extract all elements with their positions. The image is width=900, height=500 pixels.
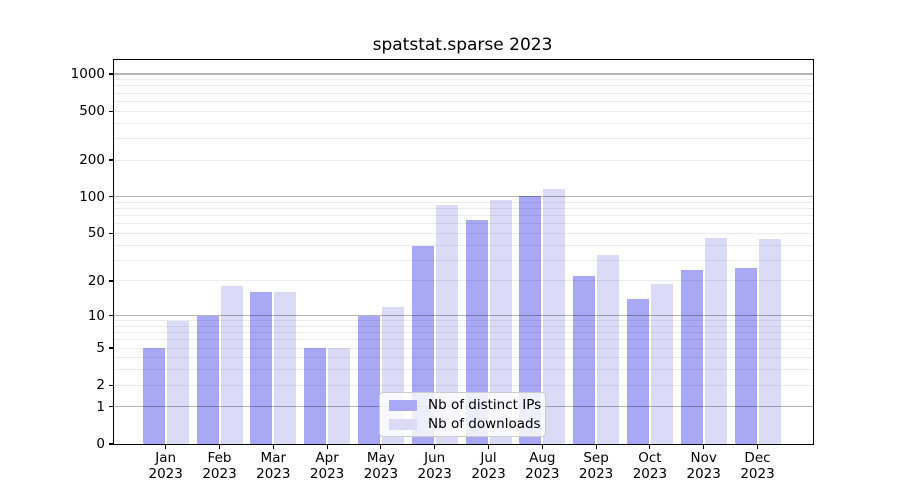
legend-swatch-distinct-ips [389,399,417,411]
bar-nb-of-distinct-ips-feb-2023 [196,315,219,444]
bar-nb-of-distinct-ips-jul-2023 [465,219,488,444]
minor-gridline-500 [114,110,813,112]
legend-row-distinct-ips: Nb of distinct IPs [380,397,545,413]
x-tick-label-jun-2023: Jun 2023 [417,450,452,482]
y-tick-label-100: 100 [79,188,105,205]
x-tick-label-nov-2023: Nov 2023 [686,450,721,482]
x-tick-label-oct-2023: Oct 2023 [632,450,668,482]
bar-nb-of-downloads-sep-2023 [597,255,620,444]
bar-nb-of-downloads-nov-2023 [704,237,727,444]
legend-label-downloads: Nb of downloads [428,416,541,432]
x-tick-label-dec-2023: Dec 2023 [740,450,775,482]
bar-nb-of-distinct-ips-may-2023 [357,315,380,444]
bar-nb-of-distinct-ips-aug-2023 [519,195,542,444]
y-tick-100 [109,196,114,198]
y-tick-label-1000: 1000 [70,66,105,83]
minor-gridline-80 [114,208,813,210]
bar-nb-of-distinct-ips-sep-2023 [573,276,596,444]
x-tick-jul-2023 [487,444,490,449]
minor-gridline-200 [114,159,813,161]
x-tick-nov-2023 [703,444,705,449]
bar-nb-of-distinct-ips-nov-2023 [680,269,703,444]
y-tick-label-20: 20 [87,272,105,289]
x-tick-label-jan-2023: Jan 2023 [148,450,183,482]
bar-nb-of-downloads-feb-2023 [220,286,243,444]
bar-nb-of-downloads-jan-2023 [166,320,189,444]
x-tick-may-2023 [380,444,382,449]
bar-nb-of-distinct-ips-oct-2023 [626,298,649,444]
bar-nb-of-distinct-ips-dec-2023 [734,267,757,444]
y-tick-50 [109,232,114,235]
y-tick-label-0: 0 [96,436,105,452]
y-tick-label-500: 500 [79,103,105,120]
x-tick-dec-2023 [756,444,759,449]
plot-area: 0 1 2 5 10 20 50 100 200 500 1000 Jan 2023 Feb 2023 M… [71,59,814,481]
x-tick-label-sep-2023: Sep 2023 [578,450,614,482]
chart-title: spatstat.sparse 2023 [372,35,553,55]
bar-nb-of-distinct-ips-jan-2023 [142,348,165,444]
minor-gridline-400 [114,122,813,124]
x-tick-label-jul-2023: Jul 2023 [471,450,506,482]
y-tick-200 [109,159,114,161]
bar-nb-of-downloads-apr-2023 [328,348,351,444]
minor-gridline-900 [114,79,813,81]
major-gridline-1000 [114,73,813,75]
y-tick-500 [109,110,114,112]
bar-nb-of-distinct-ips-mar-2023 [250,292,273,444]
bar-nb-of-downloads-jun-2023 [435,205,458,444]
y-tick-1 [109,406,114,408]
y-tick-label-5: 5 [96,340,105,357]
legend-row-downloads: Nb of downloads [380,416,545,432]
y-tick-20 [109,280,114,282]
major-gridline-100 [114,196,813,198]
x-tick-label-may-2023: May 2023 [363,450,399,482]
x-tick-label-aug-2023: Aug 2023 [525,450,560,482]
bar-nb-of-downloads-aug-2023 [543,189,566,444]
y-tick-label-1: 1 [96,398,105,415]
y-tick-0 [109,443,114,445]
y-tick-label-2: 2 [96,377,105,394]
bar-nb-of-downloads-oct-2023 [650,283,673,444]
minor-gridline-60 [114,223,813,225]
x-tick-jun-2023 [434,444,436,449]
x-tick-label-mar-2023: Mar 2023 [256,450,291,482]
y-tick-1000 [109,73,114,75]
bar-nb-of-downloads-jul-2023 [489,199,512,444]
minor-gridline-600 [114,100,813,102]
y-tick-label-200: 200 [79,152,105,168]
x-tick-feb-2023 [218,444,221,449]
x-tick-jan-2023 [165,444,167,449]
minor-gridline-300 [114,137,813,139]
bar-nb-of-downloads-mar-2023 [274,292,297,444]
minor-gridline-70 [114,215,813,217]
y-tick-label-50: 50 [87,225,105,242]
x-tick-label-apr-2023: Apr 2023 [309,450,345,482]
x-tick-aug-2023 [541,444,543,449]
x-tick-oct-2023 [649,444,651,449]
legend: Nb of distinct IPs Nb of downloads [379,392,546,437]
minor-gridline-90 [114,201,813,203]
minor-gridline-50 [114,232,813,234]
x-tick-mar-2023 [272,444,274,449]
y-tick-10 [109,314,114,317]
legend-swatch-downloads [389,418,417,430]
legend-label-distinct-ips: Nb of distinct IPs [428,397,542,413]
y-tick-2 [109,384,114,386]
y-tick-5 [109,347,114,349]
x-tick-apr-2023 [326,444,328,449]
y-tick-label-10: 10 [87,307,105,324]
x-tick-sep-2023 [595,444,597,449]
x-tick-label-feb-2023: Feb 2023 [202,450,237,482]
bar-nb-of-distinct-ips-apr-2023 [304,348,327,444]
bar-nb-of-downloads-dec-2023 [758,238,781,444]
minor-gridline-800 [114,85,813,87]
minor-gridline-700 [114,92,813,94]
